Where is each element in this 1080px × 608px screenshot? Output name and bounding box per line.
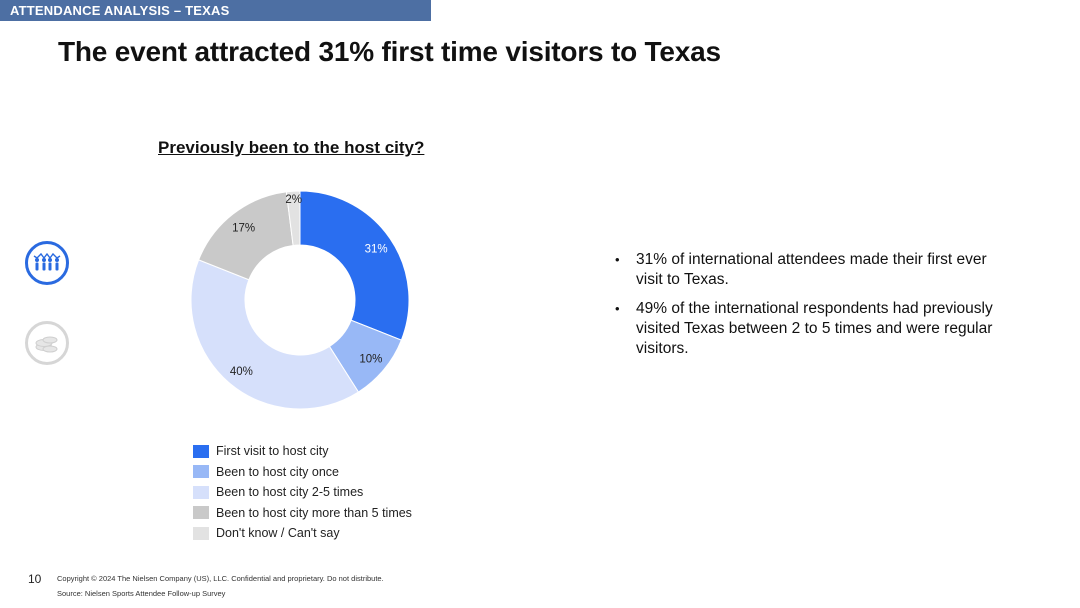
- legend-label: Been to host city once: [216, 464, 339, 479]
- insight-bullet: 49% of the international respondents had…: [613, 299, 993, 359]
- slice-value-label: 31%: [365, 243, 388, 255]
- copyright-notice: Copyright © 2024 The Nielsen Company (US…: [57, 574, 384, 583]
- legend-label: Been to host city 2-5 times: [216, 485, 364, 500]
- legend-item-2-5-times: Been to host city 2-5 times: [193, 482, 412, 503]
- crowd-icon[interactable]: [25, 241, 69, 285]
- legend-item-more-than-5: Been to host city more than 5 times: [193, 503, 412, 524]
- legend-swatch: [193, 465, 209, 479]
- legend-label: Don't know / Can't say: [216, 526, 340, 541]
- chart-legend: First visit to host city Been to host ci…: [193, 441, 412, 544]
- slice-value-label: 17%: [232, 222, 255, 234]
- legend-swatch: [193, 506, 209, 520]
- page-title: The event attracted 31% first time visit…: [58, 36, 721, 67]
- legend-label: First visit to host city: [216, 444, 329, 459]
- source-note: Source: Nielsen Sports Attendee Follow-u…: [57, 589, 226, 598]
- legend-swatch: [193, 444, 209, 458]
- legend-label: Been to host city more than 5 times: [216, 505, 412, 520]
- chart-title: Previously been to the host city?: [158, 138, 425, 157]
- legend-item-dont-know: Don't know / Can't say: [193, 523, 412, 544]
- legend-swatch: [193, 526, 209, 540]
- section-tag: ATTENDANCE ANALYSIS – TEXAS: [0, 0, 431, 21]
- legend-item-first-visit: First visit to host city: [193, 441, 412, 462]
- slice-value-label: 2%: [285, 194, 302, 206]
- insights-list: 31% of international attendees made thei…: [613, 250, 993, 368]
- slice-first-visit: [299, 190, 410, 341]
- page-number: 10: [28, 572, 42, 586]
- slice-value-label: 10%: [359, 354, 382, 366]
- donut-chart: 31% 10% 40% 17% 2%: [190, 190, 410, 410]
- slice-value-label: 40%: [230, 366, 253, 378]
- insight-bullet: 31% of international attendees made thei…: [613, 250, 993, 290]
- coins-icon[interactable]: [25, 321, 69, 365]
- slice-dont-know: [285, 190, 301, 246]
- legend-item-once: Been to host city once: [193, 462, 412, 483]
- legend-swatch: [193, 485, 209, 499]
- slice-2-5-times: [190, 259, 360, 410]
